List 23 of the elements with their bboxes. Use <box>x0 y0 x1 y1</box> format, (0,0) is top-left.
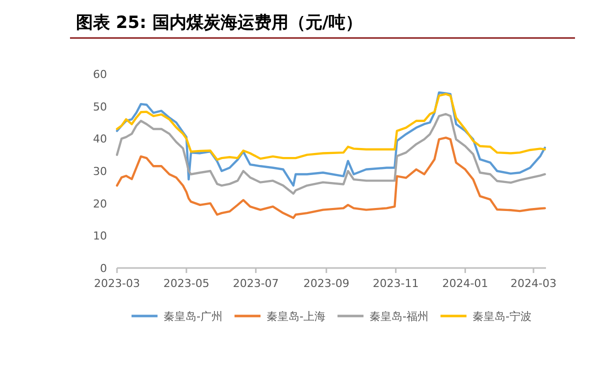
y-tick-label: 0 <box>100 262 107 275</box>
x-tick-label: 2023-09 <box>303 277 350 290</box>
y-tick-label: 50 <box>93 100 107 114</box>
x-tick-label: 2024-01 <box>442 277 488 290</box>
y-tick-label: 60 <box>93 68 107 81</box>
x-tick-label: 2023-05 <box>163 277 210 290</box>
line-series <box>116 92 546 161</box>
line-series <box>116 91 546 187</box>
legend-label: 秦皇岛-广州 <box>164 310 223 323</box>
x-tick-label: 2023-03 <box>94 277 140 290</box>
line-series <box>116 136 546 219</box>
y-tick-label: 30 <box>93 165 107 178</box>
chart-title: 图表 25: 国内煤炭海运费用（元/吨） <box>76 13 363 33</box>
legend-label: 秦皇岛-上海 <box>266 310 326 323</box>
x-tick-label: 2023-11 <box>372 277 419 290</box>
x-tick-label: 2023-07 <box>232 277 279 290</box>
y-tick-label: 20 <box>93 197 107 210</box>
y-tick-label: 40 <box>93 132 107 146</box>
legend-label: 秦皇岛-福州 <box>370 310 428 323</box>
y-tick-label: 10 <box>93 230 107 243</box>
legend-label: 秦皇岛-宁波 <box>472 310 532 323</box>
x-tick-label: 2024-03 <box>510 277 556 290</box>
line-series <box>116 112 546 195</box>
